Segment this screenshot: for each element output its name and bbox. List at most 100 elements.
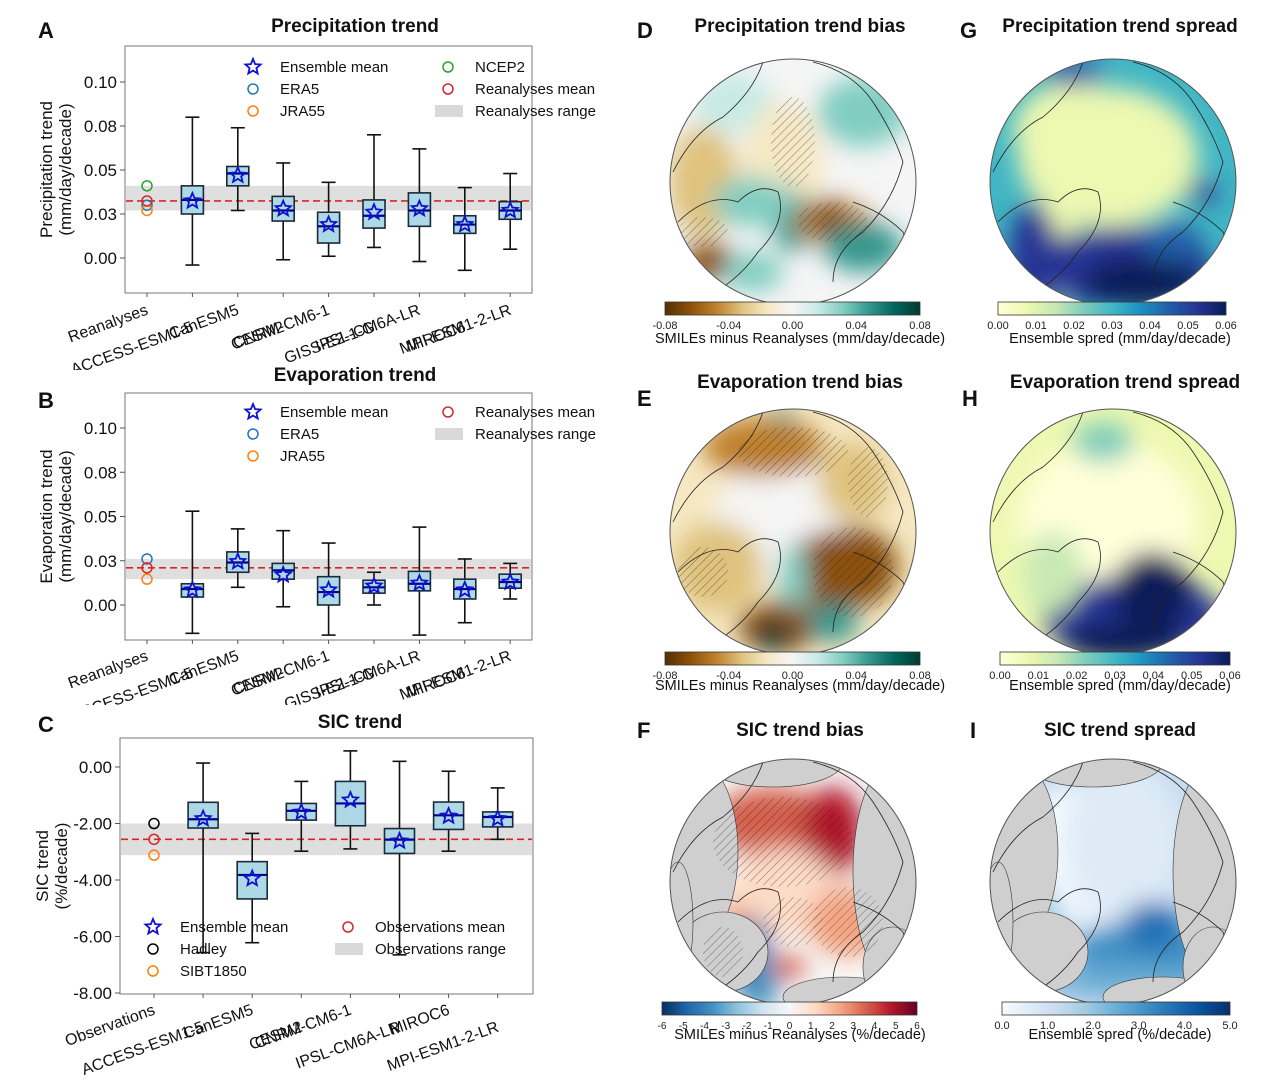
- y-tick-label: 0.10: [84, 419, 117, 438]
- colorbar-tick-label: 0.00: [989, 670, 1010, 682]
- legend-label: Observations range: [375, 941, 506, 958]
- y-axis-label: (mm/day/decade): [56, 103, 75, 235]
- panel-title-a: Precipitation trend: [271, 16, 439, 37]
- colorbar-tick-label: 0.08: [909, 320, 930, 332]
- legend-label: Ensemble mean: [180, 919, 288, 936]
- map-field: [670, 59, 916, 305]
- ensemble-mean-star: [454, 579, 475, 599]
- ensemble-mean-star: [438, 805, 459, 825]
- colorbar-tick-label: 0.05: [1177, 320, 1198, 332]
- ensemble-mean-star: [389, 830, 410, 850]
- field-region: [753, 622, 793, 652]
- colorbar-tick-label: -0.04: [716, 320, 741, 332]
- panel-letter-a: A: [38, 18, 54, 43]
- colorbar: [661, 1001, 918, 1016]
- panel-letter-c: C: [38, 712, 54, 737]
- legend-band-icon: [435, 105, 463, 117]
- panel-title-e: Evaporation trend bias: [697, 372, 903, 393]
- significance-hatching: [763, 897, 823, 947]
- colorbar-tick-label: 0.06: [1219, 670, 1240, 682]
- box-giss-e2-1-g: [362, 134, 386, 249]
- box-canesm5: [226, 528, 250, 589]
- ensemble-mean-star: [364, 575, 384, 595]
- legend-label: Ensemble mean: [280, 404, 388, 421]
- y-tick-label: -2.00: [73, 815, 112, 834]
- legend-item: ERA5: [247, 426, 319, 443]
- panel-title-d: Precipitation trend bias: [694, 16, 906, 37]
- significance-hatching: [848, 447, 888, 517]
- legend-band-icon: [435, 428, 463, 440]
- field-region: [1188, 180, 1218, 204]
- legend-item: NCEP2: [442, 59, 525, 76]
- box-miroc6: [432, 770, 465, 852]
- legend-label: ERA5: [280, 426, 319, 443]
- box-iqr: [481, 811, 514, 828]
- reference-mean-point: [141, 195, 153, 207]
- colorbar-tick-label: 0.04: [1143, 670, 1164, 682]
- y-tick-label: 0.00: [84, 249, 117, 268]
- significance-hatching: [771, 97, 815, 187]
- field-region: [1073, 422, 1133, 462]
- significance-hatching: [798, 202, 868, 242]
- colorbar-tick-label: 0.01: [1028, 670, 1049, 682]
- legend: Ensemble mean ERA5 JRA55 NCEP2 Reanalyses me…: [243, 56, 596, 120]
- colorbar-tick-label: -6: [658, 1021, 667, 1032]
- colorbar-label-d: SMILEs minus Reanalyses (mm/day/decade): [654, 331, 946, 347]
- box-cesm2: [271, 529, 296, 608]
- significance-hatching: [678, 547, 728, 597]
- box-mpi-esm1-2-lr: [481, 787, 514, 841]
- panel-letter-d: D: [637, 18, 653, 43]
- legend-label: Reanalyses mean: [475, 81, 595, 98]
- coastline: [672, 761, 909, 1003]
- legend-label: NCEP2: [475, 59, 525, 76]
- colorbar: [997, 301, 1227, 316]
- colorbar-tick-label: 0.05: [1181, 670, 1202, 682]
- legend-circle-icon: [247, 450, 259, 462]
- legend-item: SIBT1850: [147, 963, 247, 980]
- coastline: [672, 411, 909, 653]
- ensemble-mean-star: [193, 808, 213, 828]
- colorbar-tick-label: 0.00: [782, 670, 803, 682]
- legend-star-icon: [143, 916, 163, 936]
- field-region: [1013, 82, 1133, 182]
- ensemble-mean-star: [182, 190, 203, 210]
- y-axis-label: (mm/day/decade): [56, 450, 75, 582]
- field-region: [778, 542, 808, 622]
- box-iqr: [187, 801, 219, 829]
- legend-circle-icon: [247, 105, 259, 117]
- colorbar-tick-label: 0.04: [1139, 320, 1160, 332]
- colorbar-tick-label: 0.04: [846, 320, 867, 332]
- legend-circle-icon: [247, 83, 259, 95]
- box-access-esm1-5: [180, 510, 205, 635]
- y-tick-label: 0.05: [84, 508, 117, 527]
- panel-letter-g: G: [960, 18, 978, 43]
- legend-star-icon: [243, 56, 263, 76]
- colorbar-tick-label: 1.0: [1040, 1020, 1055, 1032]
- panel-title-f: SIC trend bias: [736, 720, 864, 741]
- map-precipitation-bias: -0.08 -0.04 0.00 0.04 0.08: [652, 58, 931, 332]
- colorbar: [664, 651, 921, 666]
- y-tick-label: 0.10: [84, 73, 117, 92]
- legend-item: Observations mean: [342, 919, 505, 936]
- legend-label: JRA55: [280, 448, 325, 465]
- field-region: [1043, 59, 1103, 87]
- coastline: [992, 411, 1229, 653]
- field-region: [1143, 222, 1203, 262]
- field-region: [1063, 762, 1183, 922]
- significance-hatching: [678, 217, 728, 247]
- ensemble-mean-star: [500, 571, 521, 591]
- box-cnrm-cm6-1: [334, 750, 367, 850]
- colorbar-tick-label: 1: [808, 1021, 814, 1032]
- colorbar-tick-label: 0.00: [782, 320, 803, 332]
- colorbar: [664, 301, 921, 316]
- colorbar-tick-label: -0.04: [716, 670, 741, 682]
- legend-label: Observations mean: [375, 919, 505, 936]
- legend: Ensemble mean ERA5 JRA55 Reanalyses mean Rea…: [243, 401, 596, 465]
- map-evaporation-spread: 0.00 0.01 0.02 0.03 0.04 0.05 0.06: [989, 408, 1241, 682]
- legend-label: Hadley: [180, 941, 227, 958]
- colorbar-label-f: SMILEs minus Reanalyses (%/decade): [674, 1027, 926, 1043]
- y-axis-label: Evaporation trend: [37, 449, 56, 583]
- map-evaporation-bias: -0.08 -0.04 0.00 0.04 0.08: [652, 408, 931, 682]
- box-mpi-esm1-2-lr: [498, 562, 523, 600]
- legend-circle-icon: [442, 61, 454, 73]
